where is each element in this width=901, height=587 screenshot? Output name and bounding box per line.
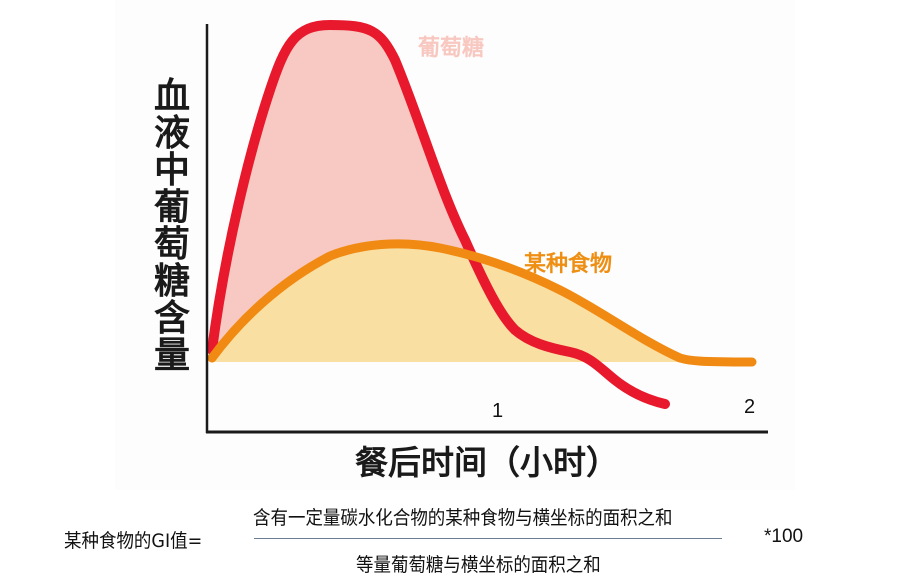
y-axis-label: 血 液 中 葡 萄 糖 含 量 [150,78,194,374]
y-axis-label-char: 糖 [153,261,190,302]
food-series-label: 某种食物 [524,252,613,277]
food-area [212,243,700,362]
y-axis-label-char: 量 [153,335,190,376]
formula-denominator: 等量葡萄糖与横坐标的面积之和 [356,554,601,576]
formula-multiplier: *100 [764,526,804,547]
glucose-series-label: 葡萄糖 [418,36,485,61]
x-tick-2: 2 [744,396,756,418]
glucose-line [207,19,670,409]
formula-lhs: 某种食物的GI值= [64,530,203,552]
y-axis-label-char: 葡 [153,187,190,228]
y-axis-label-char: 液 [153,113,190,154]
y-axis-label-char: 中 [153,150,190,191]
y-axis-label-char: 含 [153,298,190,339]
y-axis-label-char: 血 [153,76,190,117]
formula-numerator: 含有一定量碳水化合物的某种食物与横坐标的面积之和 [253,507,673,529]
x-tick-1: 1 [492,400,504,422]
food-line [207,239,757,367]
x-axis-label: 餐后时间（小时） [355,443,619,482]
fraction-bar [254,538,722,539]
y-axis-label-char: 萄 [153,224,190,265]
